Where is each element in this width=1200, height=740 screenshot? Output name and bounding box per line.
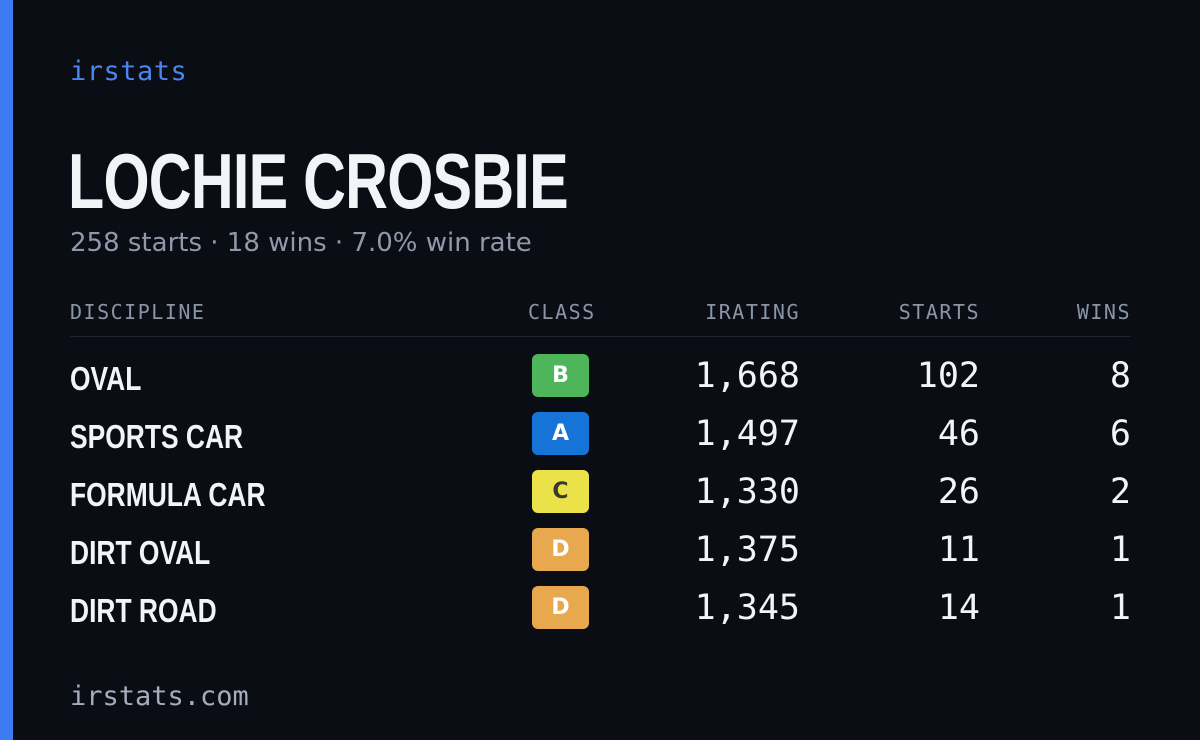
header-irating: IRATING [705, 300, 800, 324]
wins-value: 2 [1109, 472, 1131, 512]
table-header: DISCIPLINE CLASS IRATING STARTS WINS [70, 296, 1131, 337]
table-row: OVAL B 1,668 102 8 [70, 354, 1131, 412]
starts-value: 11 [937, 530, 980, 570]
starts-value: 102 [916, 356, 980, 396]
irating-value: 1,497 [694, 414, 800, 454]
class-badge: C [532, 470, 589, 513]
stats-table: DISCIPLINE CLASS IRATING STARTS WINS OVA… [70, 296, 1131, 644]
discipline-name: SPORTS CAR [70, 418, 244, 455]
discipline-name: OVAL [70, 360, 142, 397]
wins-value: 6 [1109, 414, 1131, 454]
class-badge: A [532, 412, 589, 455]
starts-value: 46 [937, 414, 980, 454]
irating-value: 1,330 [694, 472, 800, 512]
discipline-name: DIRT OVAL [70, 534, 211, 571]
starts-value: 14 [937, 588, 980, 628]
wins-value: 8 [1109, 356, 1131, 396]
wins-value: 1 [1109, 530, 1131, 570]
irating-value: 1,345 [694, 588, 800, 628]
discipline-name: FORMULA CAR [70, 476, 266, 513]
header-class: CLASS [528, 300, 596, 324]
irating-value: 1,668 [694, 356, 800, 396]
table-row: FORMULA CAR C 1,330 26 2 [70, 470, 1131, 528]
header-discipline: DISCIPLINE [70, 300, 206, 324]
header-starts: STARTS [898, 300, 980, 324]
header-wins: WINS [1076, 300, 1131, 324]
accent-bar [0, 0, 13, 740]
starts-value: 26 [937, 472, 980, 512]
table-row: DIRT OVAL D 1,375 11 1 [70, 528, 1131, 586]
player-name: LOCHIE CROSBIE [68, 137, 569, 225]
class-badge: B [532, 354, 589, 397]
footer-url[interactable]: irstats.com [70, 681, 249, 712]
class-badge: D [532, 586, 589, 629]
table-row: DIRT ROAD D 1,345 14 1 [70, 586, 1131, 644]
player-summary: 258 starts · 18 wins · 7.0% win rate [70, 228, 532, 258]
discipline-name: DIRT ROAD [70, 592, 217, 629]
table-body: OVAL B 1,668 102 8 SPORTS CAR A 1,497 46… [70, 337, 1131, 644]
brand-name: irstats [70, 56, 188, 87]
wins-value: 1 [1109, 588, 1131, 628]
table-row: SPORTS CAR A 1,497 46 6 [70, 412, 1131, 470]
irating-value: 1,375 [694, 530, 800, 570]
class-badge: D [532, 528, 589, 571]
